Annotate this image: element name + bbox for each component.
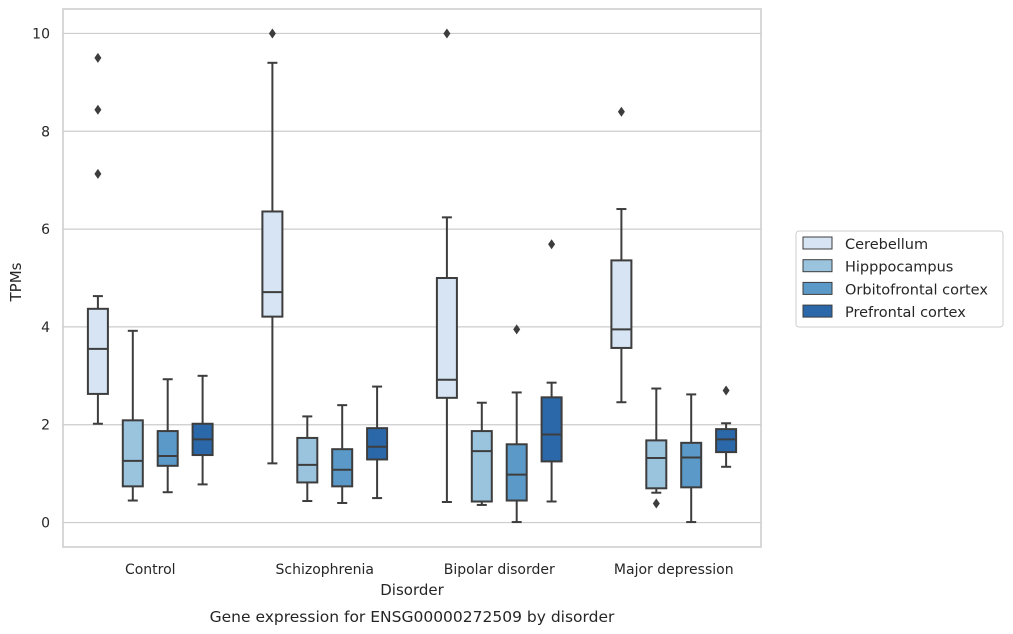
y-tick-label: 0: [41, 516, 50, 532]
y-tick-label: 8: [41, 124, 50, 140]
box-body: [505, 443, 528, 502]
outlier-point: [94, 104, 102, 115]
chart-caption: Gene expression for ENSG00000272509 by d…: [210, 608, 615, 626]
box-hipppocampus: [296, 415, 319, 503]
box-hipppocampus: [470, 401, 493, 506]
legend-swatch: [802, 236, 833, 250]
box-cerebellum: [435, 28, 458, 504]
box-prefrontal-cortex: [715, 385, 738, 468]
outlier-point: [94, 52, 102, 63]
outlier-point: [617, 106, 625, 117]
box-body: [261, 210, 284, 318]
legend-frame: [795, 230, 1004, 328]
box-body: [680, 441, 703, 489]
box-body: [645, 439, 668, 490]
outlier-point: [722, 385, 730, 396]
outlier-point: [548, 239, 556, 250]
y-tick-label: 10: [32, 26, 50, 42]
box-body: [610, 259, 633, 349]
outlier-point: [513, 324, 521, 335]
box-cerebellum: [610, 106, 633, 404]
box-body: [715, 428, 738, 454]
box-body: [296, 436, 319, 484]
box-body: [540, 396, 563, 463]
box-hipppocampus: [121, 329, 144, 502]
legend-swatch: [802, 304, 833, 318]
outlier-point: [652, 498, 660, 509]
box-body: [366, 427, 389, 461]
plot-frame: [62, 8, 762, 548]
y-tick-label: 2: [41, 418, 50, 434]
x-tick-label: Schizophrenia: [276, 562, 374, 578]
y-axis-label: TPMs: [7, 262, 25, 302]
y-axis-ticks: 0 2 4 6 8 10: [32, 26, 50, 531]
x-tick-label: Bipolar disorder: [444, 562, 555, 578]
box-cerebellum: [261, 28, 284, 465]
box-prefrontal-cortex: [366, 385, 389, 500]
x-tick-label: Control: [125, 562, 176, 578]
outlier-point: [94, 168, 102, 179]
legend-swatch: [802, 259, 833, 273]
box-body: [156, 430, 179, 467]
box-body: [121, 419, 144, 488]
x-tick-label: Major depression: [614, 562, 734, 578]
box-cerebellum: [86, 52, 109, 425]
box-orbitofrontal-cortex: [331, 404, 354, 504]
box-prefrontal-cortex: [191, 374, 214, 486]
legend-entry-label: Orbitofrontal cortex: [845, 282, 988, 298]
x-axis-ticks: Control Schizophrenia Bipolar disorder Majo…: [125, 562, 734, 578]
box-body: [86, 307, 109, 395]
outlier-point: [268, 28, 276, 39]
box-body: [470, 430, 493, 503]
box-body: [331, 448, 354, 488]
y-tick-label: 6: [41, 222, 50, 238]
box-orbitofrontal-cortex: [680, 393, 703, 524]
legend-entry-label: Hipppocampus: [845, 260, 953, 276]
box-body: [435, 277, 458, 399]
x-axis-label: Disorder: [380, 581, 444, 599]
legend-entry-label: Prefrontal cortex: [845, 305, 966, 321]
box-groups: [86, 28, 738, 524]
outlier-point: [443, 28, 451, 39]
legend-entry-label: Cerebellum: [845, 237, 928, 253]
y-tick-label: 4: [41, 320, 50, 336]
box-orbitofrontal-cortex: [505, 324, 528, 524]
box-prefrontal-cortex: [540, 239, 563, 503]
legend-swatch: [802, 281, 833, 295]
box-orbitofrontal-cortex: [156, 378, 179, 494]
legend: Cerebellum Hipppocampus Orbitofrontal cort…: [795, 230, 1004, 328]
gridlines: [63, 32, 761, 524]
box-hipppocampus: [645, 387, 668, 509]
